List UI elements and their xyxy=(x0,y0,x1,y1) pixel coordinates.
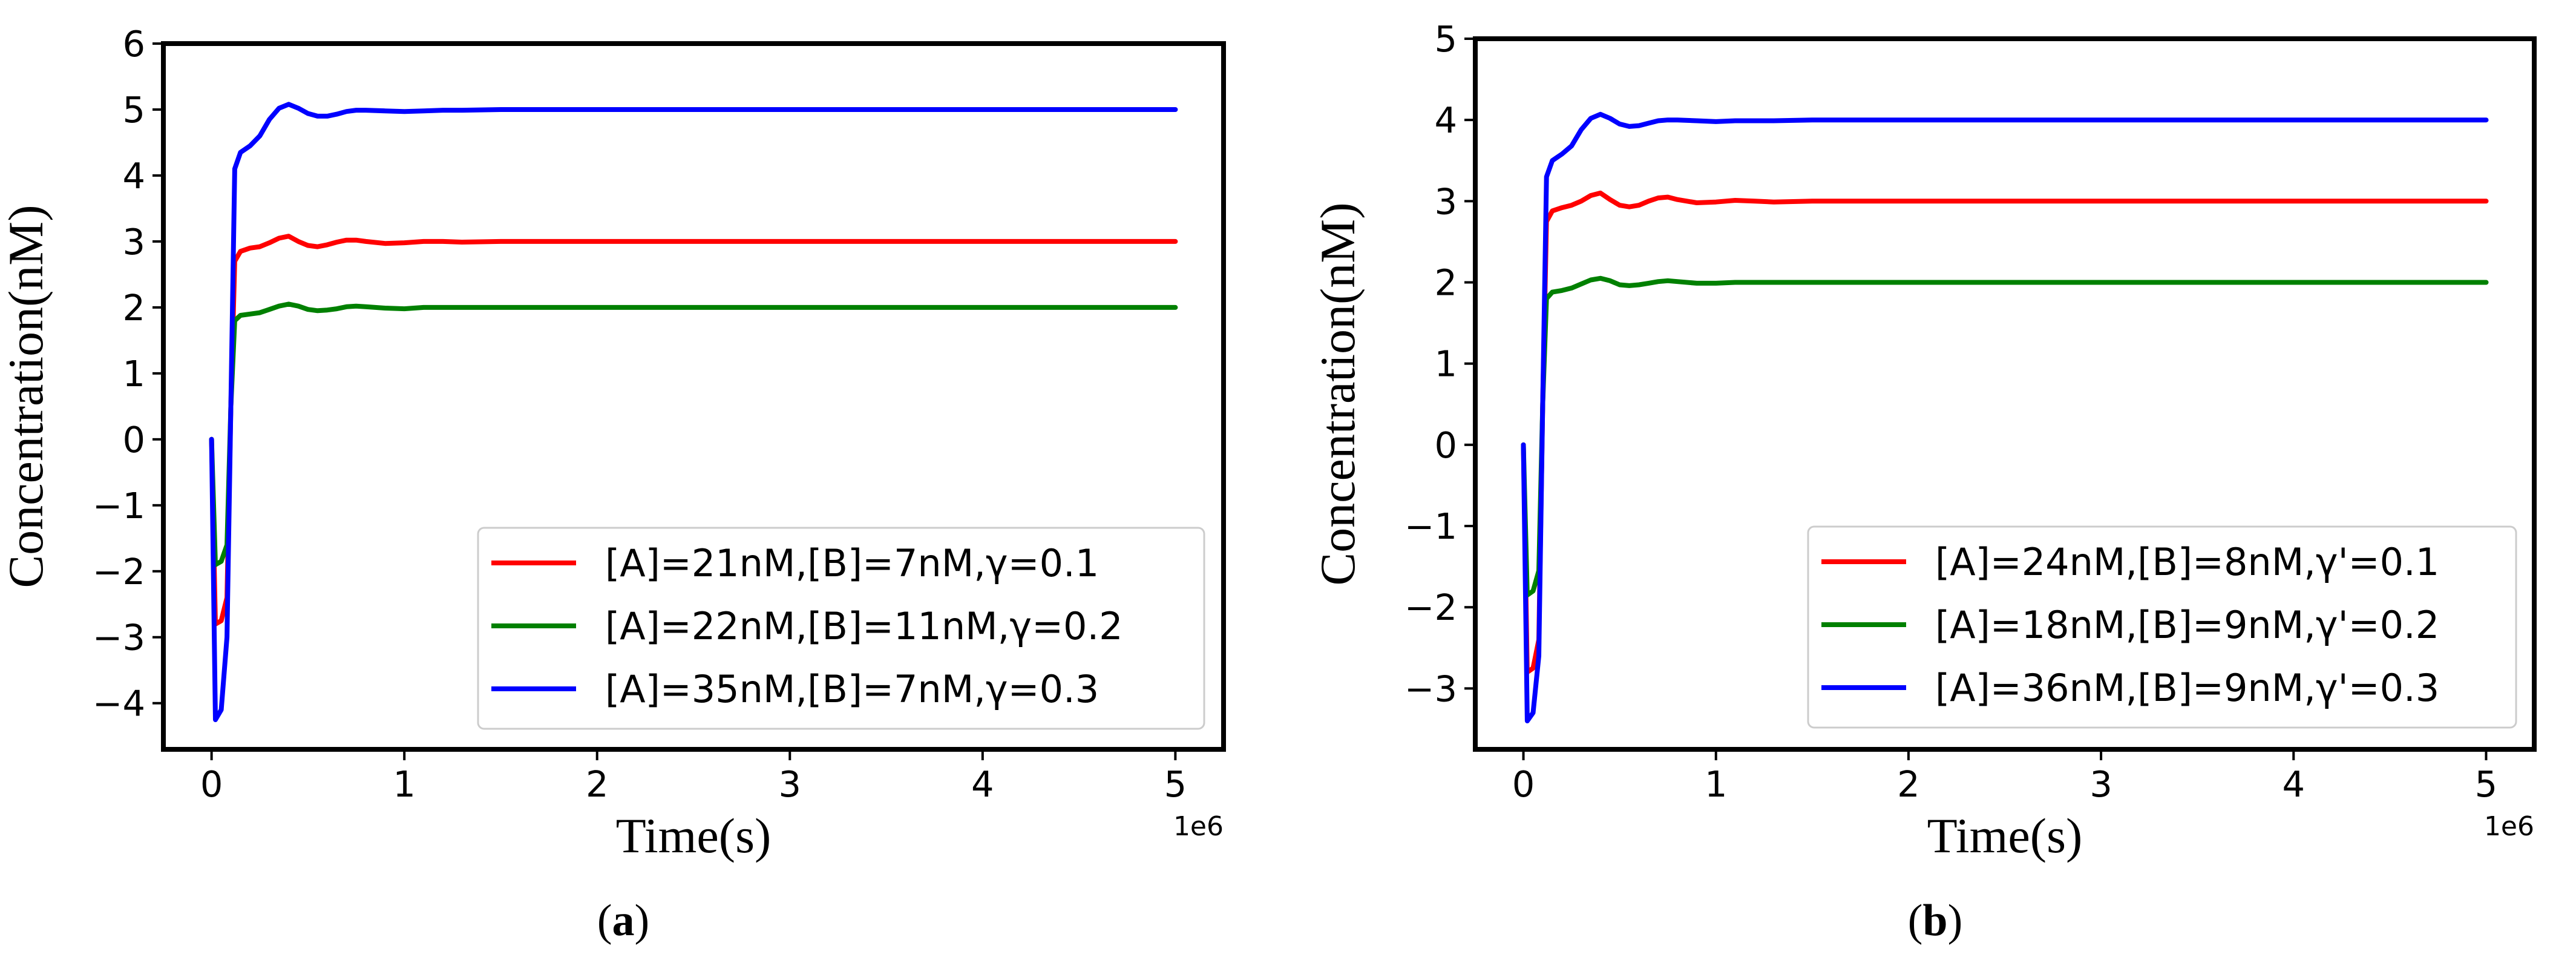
y-tick-label: 3 xyxy=(122,221,145,263)
y-axis-label: Concentration(nM) xyxy=(1310,202,1365,585)
chart-panel-b: 0 1 2 3 4 5 −3 −2 −1 0 1 2 3 4 5 1e6 Time(s) Concentratio… xyxy=(1310,18,2537,945)
legend-box xyxy=(1807,525,2517,729)
y-tick-label: 1 xyxy=(122,353,145,395)
panel-caption-letter: a xyxy=(612,896,635,945)
y-tick-label: −2 xyxy=(1404,587,1457,628)
series-lines xyxy=(1521,111,2489,723)
y-tick-label: 2 xyxy=(122,287,145,329)
y-tick-label: −1 xyxy=(93,485,145,527)
y-tick-label: 0 xyxy=(1434,424,1457,466)
legend-label-1: [A]=24nM,[B]=8nM,γ'=0.1 xyxy=(1935,540,2439,584)
x-tick-label: 3 xyxy=(778,763,801,805)
legend-label-2: [A]=18nM,[B]=9nM,γ'=0.2 xyxy=(1935,603,2439,647)
series-line-3 xyxy=(1521,111,2489,723)
legend-box xyxy=(477,527,1205,730)
x-tick-label: 0 xyxy=(200,763,223,805)
legend-label-2: [A]=22nM,[B]=11nM,γ=0.2 xyxy=(605,604,1123,648)
y-tick-label: 3 xyxy=(1434,180,1457,222)
y-tick-label: 4 xyxy=(1434,99,1457,141)
x-tick-label: 0 xyxy=(1512,763,1535,805)
y-axis-label: Concentration(nM) xyxy=(0,205,53,588)
x-tick-label: 3 xyxy=(2089,763,2112,805)
y-tick-label: −1 xyxy=(1404,505,1457,547)
x-tick-label: 2 xyxy=(586,763,609,805)
series-line-2 xyxy=(209,301,1178,567)
series-lines xyxy=(209,102,1178,722)
y-tick-label: 4 xyxy=(122,155,145,197)
panel-caption-letter: b xyxy=(1922,896,1947,945)
legend-label-1: [A]=21nM,[B]=7nM,γ=0.1 xyxy=(605,541,1099,585)
x-tick-label: 5 xyxy=(1164,763,1187,805)
chart-panel-a: 0 1 2 3 4 5 −4 −3 −2 −1 0 1 2 3 4 5 6 1e6 Time(s) Concentra… xyxy=(0,23,1226,945)
x-scale-label: 1e6 xyxy=(1173,811,1224,842)
y-tick-label: 6 xyxy=(122,23,145,65)
y-tick-label: 0 xyxy=(122,419,145,461)
y-tick-label: −2 xyxy=(93,551,145,593)
y-tick-label: 5 xyxy=(122,89,145,131)
panel-caption: (a) xyxy=(597,896,649,945)
x-scale-label: 1e6 xyxy=(2484,811,2534,842)
x-tick-label: 1 xyxy=(393,763,416,805)
legend-label-3: [A]=36nM,[B]=9nM,γ'=0.3 xyxy=(1935,666,2439,710)
legend: [A]=24nM,[B]=8nM,γ'=0.1 [A]=18nM,[B]=9nM,… xyxy=(1807,525,2517,729)
y-tick-label: −4 xyxy=(93,683,145,725)
y-tick-label: 1 xyxy=(1434,343,1457,385)
x-axis-label: Time(s) xyxy=(616,808,772,863)
y-tick-label: 2 xyxy=(1434,262,1457,304)
legend: [A]=21nM,[B]=7nM,γ=0.1 [A]=22nM,[B]=11nM,… xyxy=(477,527,1205,730)
series-line-3 xyxy=(209,102,1178,722)
legend-label-3: [A]=35nM,[B]=7nM,γ=0.3 xyxy=(605,667,1099,711)
plot-frame xyxy=(1473,36,2537,752)
plot-frame xyxy=(161,41,1226,752)
panel-caption: (b) xyxy=(1908,896,1962,945)
x-axis-label: Time(s) xyxy=(1927,808,2083,863)
y-tick-label: 5 xyxy=(1434,18,1457,60)
x-tick-label: 2 xyxy=(1897,763,1920,805)
x-tick-label: 4 xyxy=(2282,763,2305,805)
x-tick-label: 4 xyxy=(971,763,994,805)
x-tick-label: 1 xyxy=(1705,763,1728,805)
y-tick-label: −3 xyxy=(93,617,145,659)
y-tick-label: −3 xyxy=(1404,668,1457,709)
x-tick-label: 5 xyxy=(2475,763,2498,805)
